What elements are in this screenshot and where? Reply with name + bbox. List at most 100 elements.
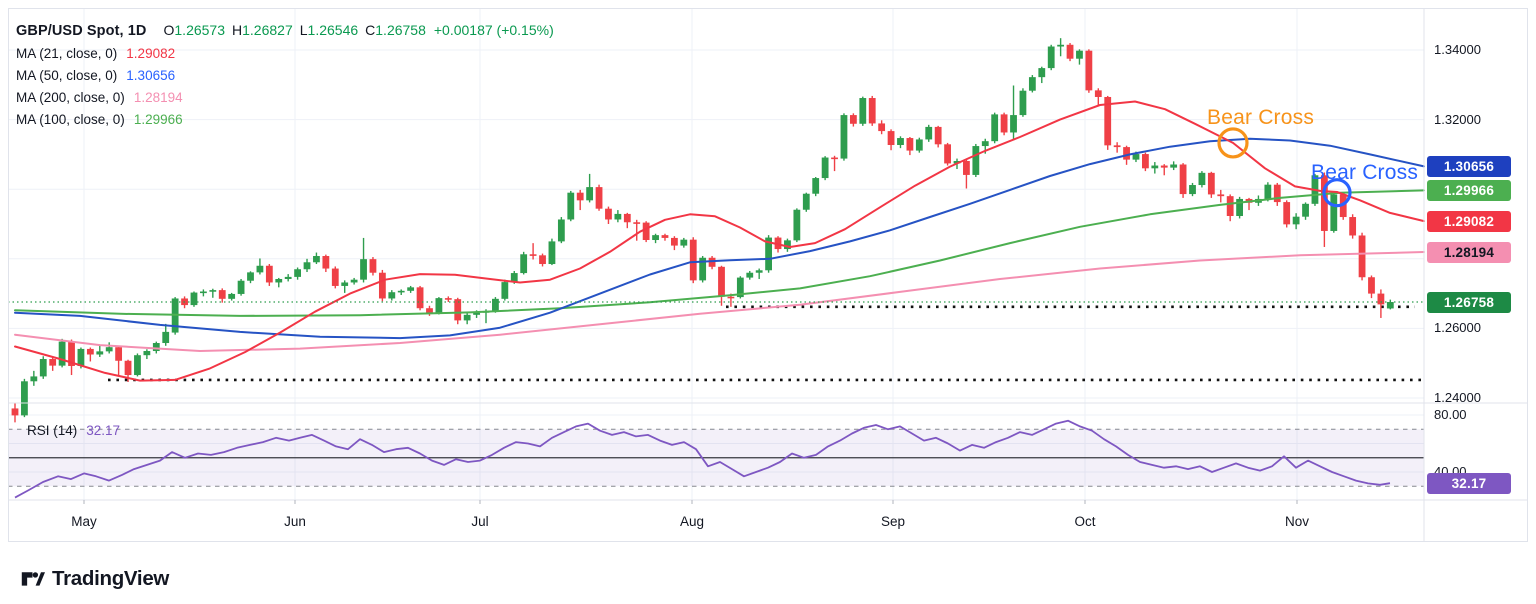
candle-body [595,187,603,209]
ma200-legend-row[interactable]: MA (200, close, 0) 1.28194 [16,90,554,105]
candle-body [520,254,528,274]
candle-body [86,348,94,355]
tradingview-logo-icon [21,572,45,586]
candle-body [934,126,942,145]
candle-body [397,290,405,293]
symbol-legend-row[interactable]: GBP/USD Spot, 1D O 1.26573 H 1.26827 L 1.26… [16,22,554,39]
candle-body [1236,198,1243,216]
candle-body [1330,194,1338,231]
change-value: +0.00187 (+0.15%) [433,22,554,38]
candle-body [746,272,754,278]
candle-body [360,259,367,280]
candle-body [284,276,292,279]
candle-body [1160,165,1168,168]
tradingview-logo-text: TradingView [52,566,170,590]
candle-body [350,279,358,283]
candle-body [426,308,433,314]
candle-body [812,178,820,194]
ma100-legend-row[interactable]: MA (100, close, 0) 1.29966 [16,112,554,127]
ma100-line [14,189,1425,317]
candle-body [501,282,509,299]
candle-body [1151,165,1159,169]
rsi-legend-row[interactable]: RSI (14) 32.17 [27,423,120,438]
candle-body [915,139,923,151]
month-label-nov[interactable]: Nov [1284,514,1310,529]
high-value: 1.26827 [242,22,293,38]
price-tick-label: 1.32000 [1434,111,1481,127]
candle-body [162,331,170,344]
candle-body [671,237,678,246]
candle-body [1019,90,1027,116]
candle-body [454,299,462,321]
month-label-jun[interactable]: Jun [284,514,306,529]
candle-body [887,131,895,146]
ma100-price-badge: 1.29966 [1427,179,1511,201]
candle-body [680,239,688,246]
candle-body [341,282,349,286]
candle-body [557,219,565,242]
candle-body [897,138,904,146]
bear-cross-circle-0[interactable] [1217,127,1249,159]
candle-body [972,146,980,175]
month-label-may[interactable]: May [71,514,97,529]
rsi-value-badge: 32.17 [1427,472,1511,494]
ma50-label: MA (50, close, 0) [16,68,118,83]
candle-body [689,239,697,281]
candle-body [1132,154,1140,160]
candle-body [58,341,66,366]
candle-body [821,157,829,179]
candle-body [1358,235,1366,278]
candle-body [605,208,612,220]
candle-body [444,298,452,300]
candle-body [1377,293,1385,305]
candle-body [294,269,301,277]
candle-body [105,347,113,352]
bear-cross-circle-1[interactable] [1322,178,1352,208]
candle-body [1170,164,1178,168]
candle-body [237,280,245,294]
candle-body [435,298,443,314]
month-label-jul[interactable]: Jul [471,514,489,529]
ma200-label: MA (200, close, 0) [16,90,125,105]
candle-body [963,161,970,175]
last-price-badge: 1.26758 [1427,291,1511,313]
tradingview-attribution[interactable]: TradingView [20,566,169,591]
candle-body [576,192,584,201]
bear-cross-annotation-ma21-ma100[interactable]: Bear Cross [1311,161,1419,184]
candle-body [981,141,989,147]
chart-plot-area[interactable] [8,8,1424,500]
candle-body [388,292,396,299]
candle-body [256,265,264,273]
candle-body [1349,217,1357,236]
candle-body [1207,172,1215,195]
month-label-aug[interactable]: Aug [679,514,705,529]
candle-body [831,157,838,160]
candle-body [209,290,217,292]
candle-body [124,360,132,376]
close-key: C [365,22,376,38]
chart-frame [8,8,1528,542]
month-label-sep[interactable]: Sep [880,514,906,529]
candle-body [322,256,330,269]
candle-body [1142,154,1149,169]
candle-body [944,144,951,164]
low-value: 1.26546 [307,22,359,38]
ma50-legend-row[interactable]: MA (50, close, 0) 1.30656 [16,68,554,83]
candle-body [1264,184,1272,199]
month-label-oct[interactable]: Oct [1074,514,1096,529]
candle-body [378,272,386,299]
candle-body [369,259,377,273]
bear-cross-annotation-ma21-ma50[interactable]: Bear Cross [1207,106,1315,129]
ma21-legend-row[interactable]: MA (21, close, 0) 1.29082 [16,46,554,61]
candle-body [492,298,499,311]
close-value: 1.26758 [375,22,426,38]
ma200-price-badge: 1.28194 [1427,241,1511,263]
candle-body [849,115,857,124]
candle-body [1085,50,1093,91]
candle-body [652,235,659,241]
price-tick-label: 1.24000 [1434,390,1481,405]
candle-body [275,278,283,283]
candle-body [586,187,594,201]
candle-body [784,240,791,250]
